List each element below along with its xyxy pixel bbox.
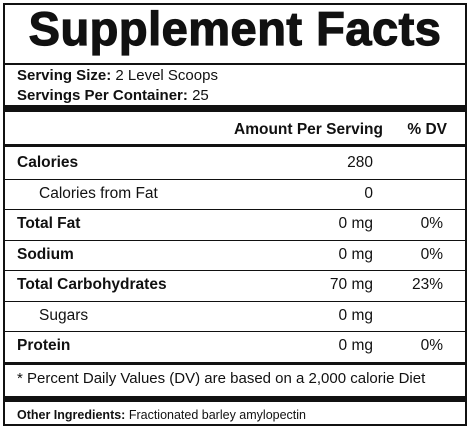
thick-rule	[5, 395, 465, 402]
footnote: * Percent Daily Values (DV) are based on…	[17, 369, 426, 387]
row-dv: 0%	[420, 245, 443, 263]
row-dv: 23%	[411, 276, 443, 293]
serving-line: Serving Size: 2 Level Scoops	[17, 67, 218, 84]
row-rule	[5, 209, 465, 210]
column-header: Amount Per Serving	[234, 121, 383, 138]
row-rule	[5, 300, 465, 302]
row-label: Sodium	[17, 245, 74, 263]
header-rule	[5, 144, 465, 147]
serving-value: 2 Level Scoops	[115, 67, 218, 84]
row-amount: 0	[364, 184, 373, 202]
serving-label: Servings Per Container:	[17, 87, 188, 104]
row-label: Calories from Fat	[39, 184, 158, 202]
row-dv: 0%	[420, 215, 443, 232]
row-amount: 280	[347, 154, 373, 171]
serving-label: Serving Size:	[17, 67, 112, 84]
row-amount: 70 mg	[329, 276, 373, 293]
ingredients-value: Fractionated barley amylopectin	[128, 407, 307, 422]
ingredients: Other Ingredients: Fractionated barley a…	[17, 408, 306, 422]
row-amount: 0 mg	[338, 215, 373, 232]
thick-rule	[5, 361, 465, 365]
serving-value: 25	[192, 87, 209, 104]
row-label: Sugars	[39, 306, 89, 324]
title: Supplement Facts	[28, 1, 442, 55]
row-label: Calories	[17, 154, 79, 171]
row-rule	[5, 178, 465, 180]
row-label: Total Carbohydrates	[17, 276, 167, 293]
ingredients-label: Other Ingredients:	[17, 407, 126, 422]
title-rule	[5, 63, 465, 65]
serving-line: Servings Per Container: 25	[17, 87, 209, 104]
row-label: Total Fat	[17, 215, 81, 232]
row-dv: 0%	[420, 337, 443, 354]
row-amount: 0 mg	[338, 337, 373, 354]
row-rule	[5, 239, 465, 241]
row-rule	[5, 331, 465, 332]
thick-rule	[5, 105, 465, 112]
row-amount: 0 mg	[338, 306, 373, 324]
row-amount: 0 mg	[338, 245, 373, 263]
supplement-facts-label: Supplement Facts Serving Size: 2 Level S…	[3, 1, 467, 426]
row-rule	[5, 270, 465, 271]
row-label: Protein	[17, 337, 71, 354]
column-header: % DV	[407, 121, 447, 138]
